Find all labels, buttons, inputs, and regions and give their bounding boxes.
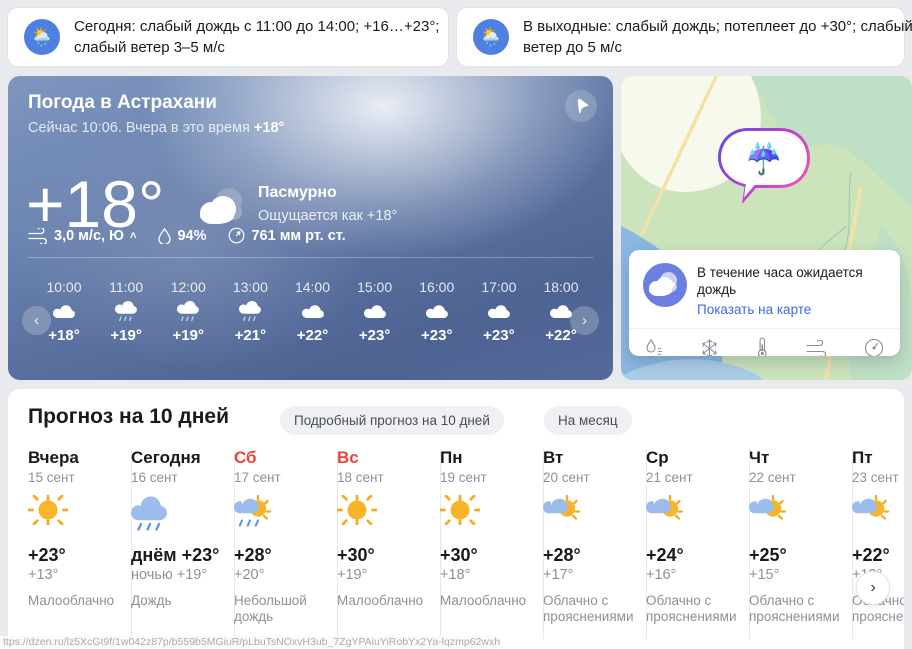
svg-text:☔: ☔ (745, 140, 782, 176)
